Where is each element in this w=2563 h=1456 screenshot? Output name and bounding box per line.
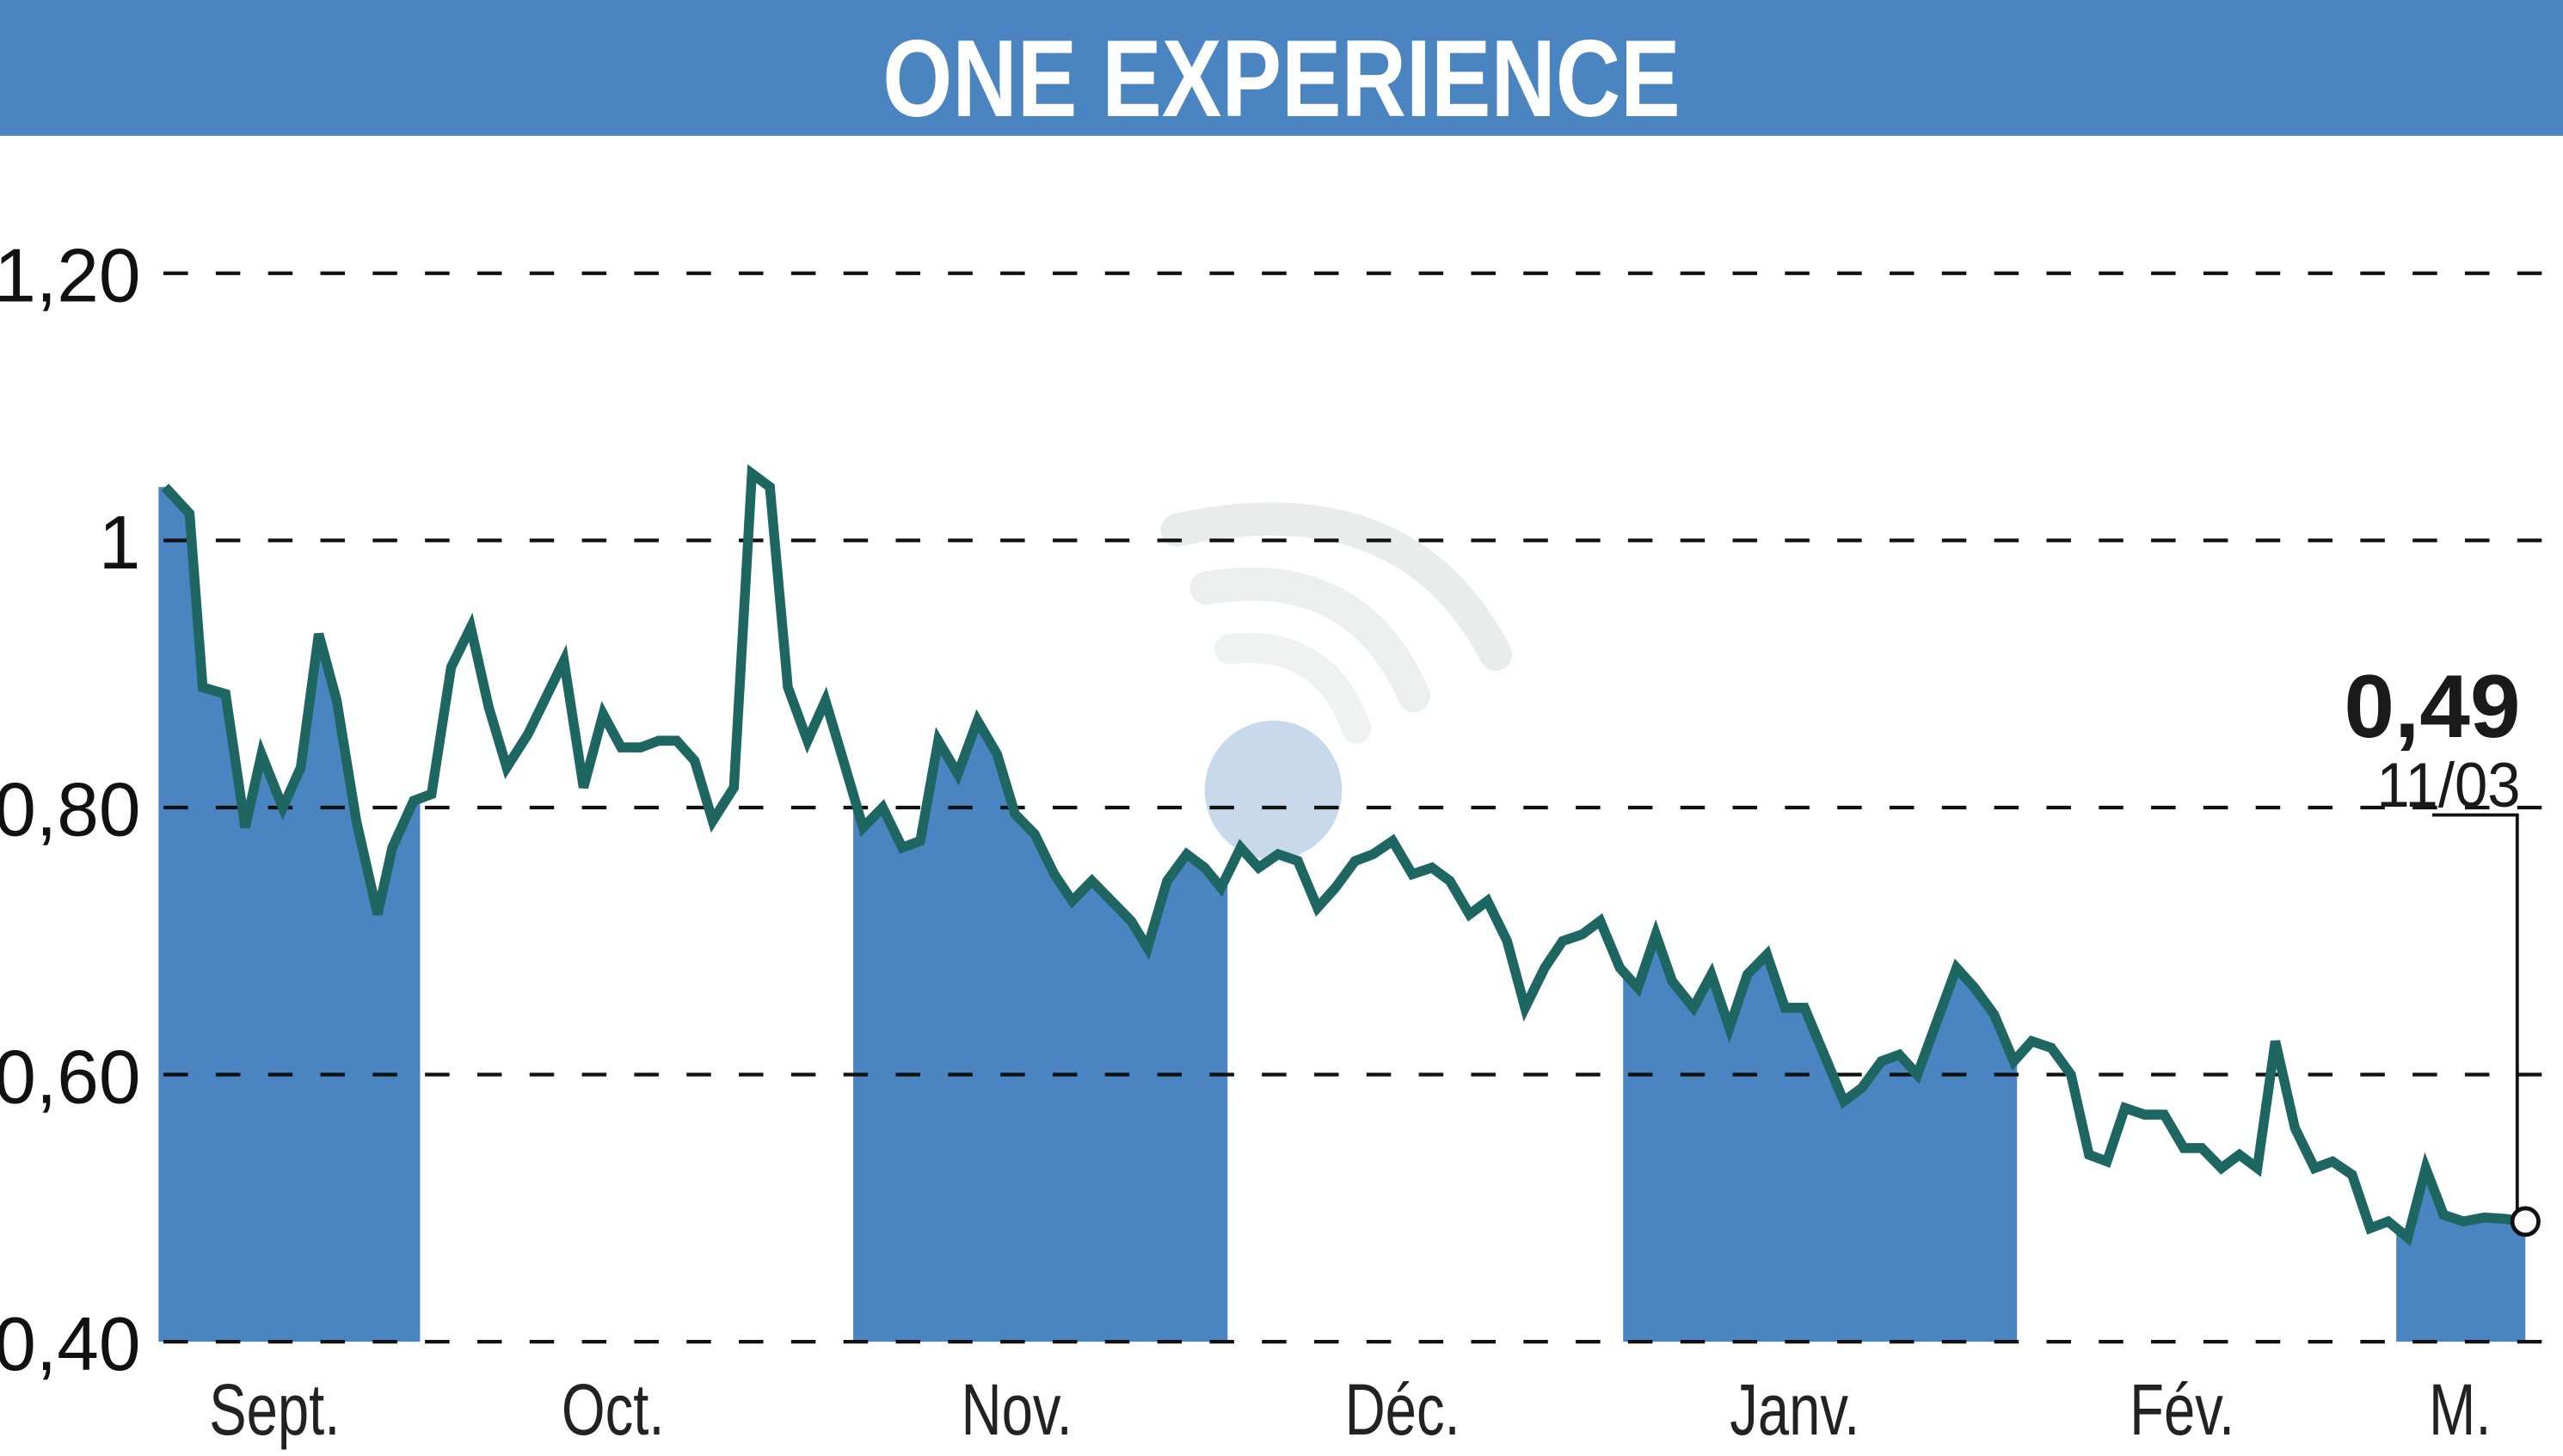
x-tick-label: Janv. [1730, 1370, 1859, 1451]
x-tick-label: Oct. [562, 1370, 665, 1451]
x-tick-label: M. [2429, 1370, 2491, 1451]
month-bands [158, 487, 2526, 1342]
price-line [161, 464, 2526, 1247]
x-axis-labels: Sept. Oct. Nov. Déc. Janv. Fév. M. [209, 1370, 2491, 1451]
watermark-logo-icon [1160, 502, 1512, 860]
y-tick-label: 0,80 [0, 766, 140, 852]
title-bar [0, 0, 2563, 136]
x-tick-label: Nov. [961, 1370, 1072, 1451]
x-tick-label: Sept. [209, 1370, 340, 1451]
month-band-4 [1623, 934, 2018, 1342]
last-value-leader-line [2431, 813, 2519, 1218]
y-tick-label: 0,40 [0, 1300, 140, 1386]
x-tick-label: Fév. [2130, 1370, 2234, 1451]
chart-title: ONE EXPERIENCE [882, 17, 1680, 139]
gridlines [163, 271, 2563, 1344]
last-date-label: 11/03 [2376, 751, 2520, 821]
x-tick-label: Déc. [1345, 1370, 1460, 1451]
last-point-marker [2510, 1206, 2541, 1238]
month-band-2 [853, 721, 1228, 1342]
y-tick-label: 1 [99, 500, 141, 586]
y-axis-labels: 1,20 1 0,80 0,60 0,40 [0, 232, 140, 1386]
last-value-label: 0,49 [2344, 655, 2520, 756]
y-tick-label: 1,20 [0, 232, 140, 318]
y-tick-label: 0,60 [0, 1034, 140, 1120]
month-band-6 [2396, 1168, 2526, 1342]
